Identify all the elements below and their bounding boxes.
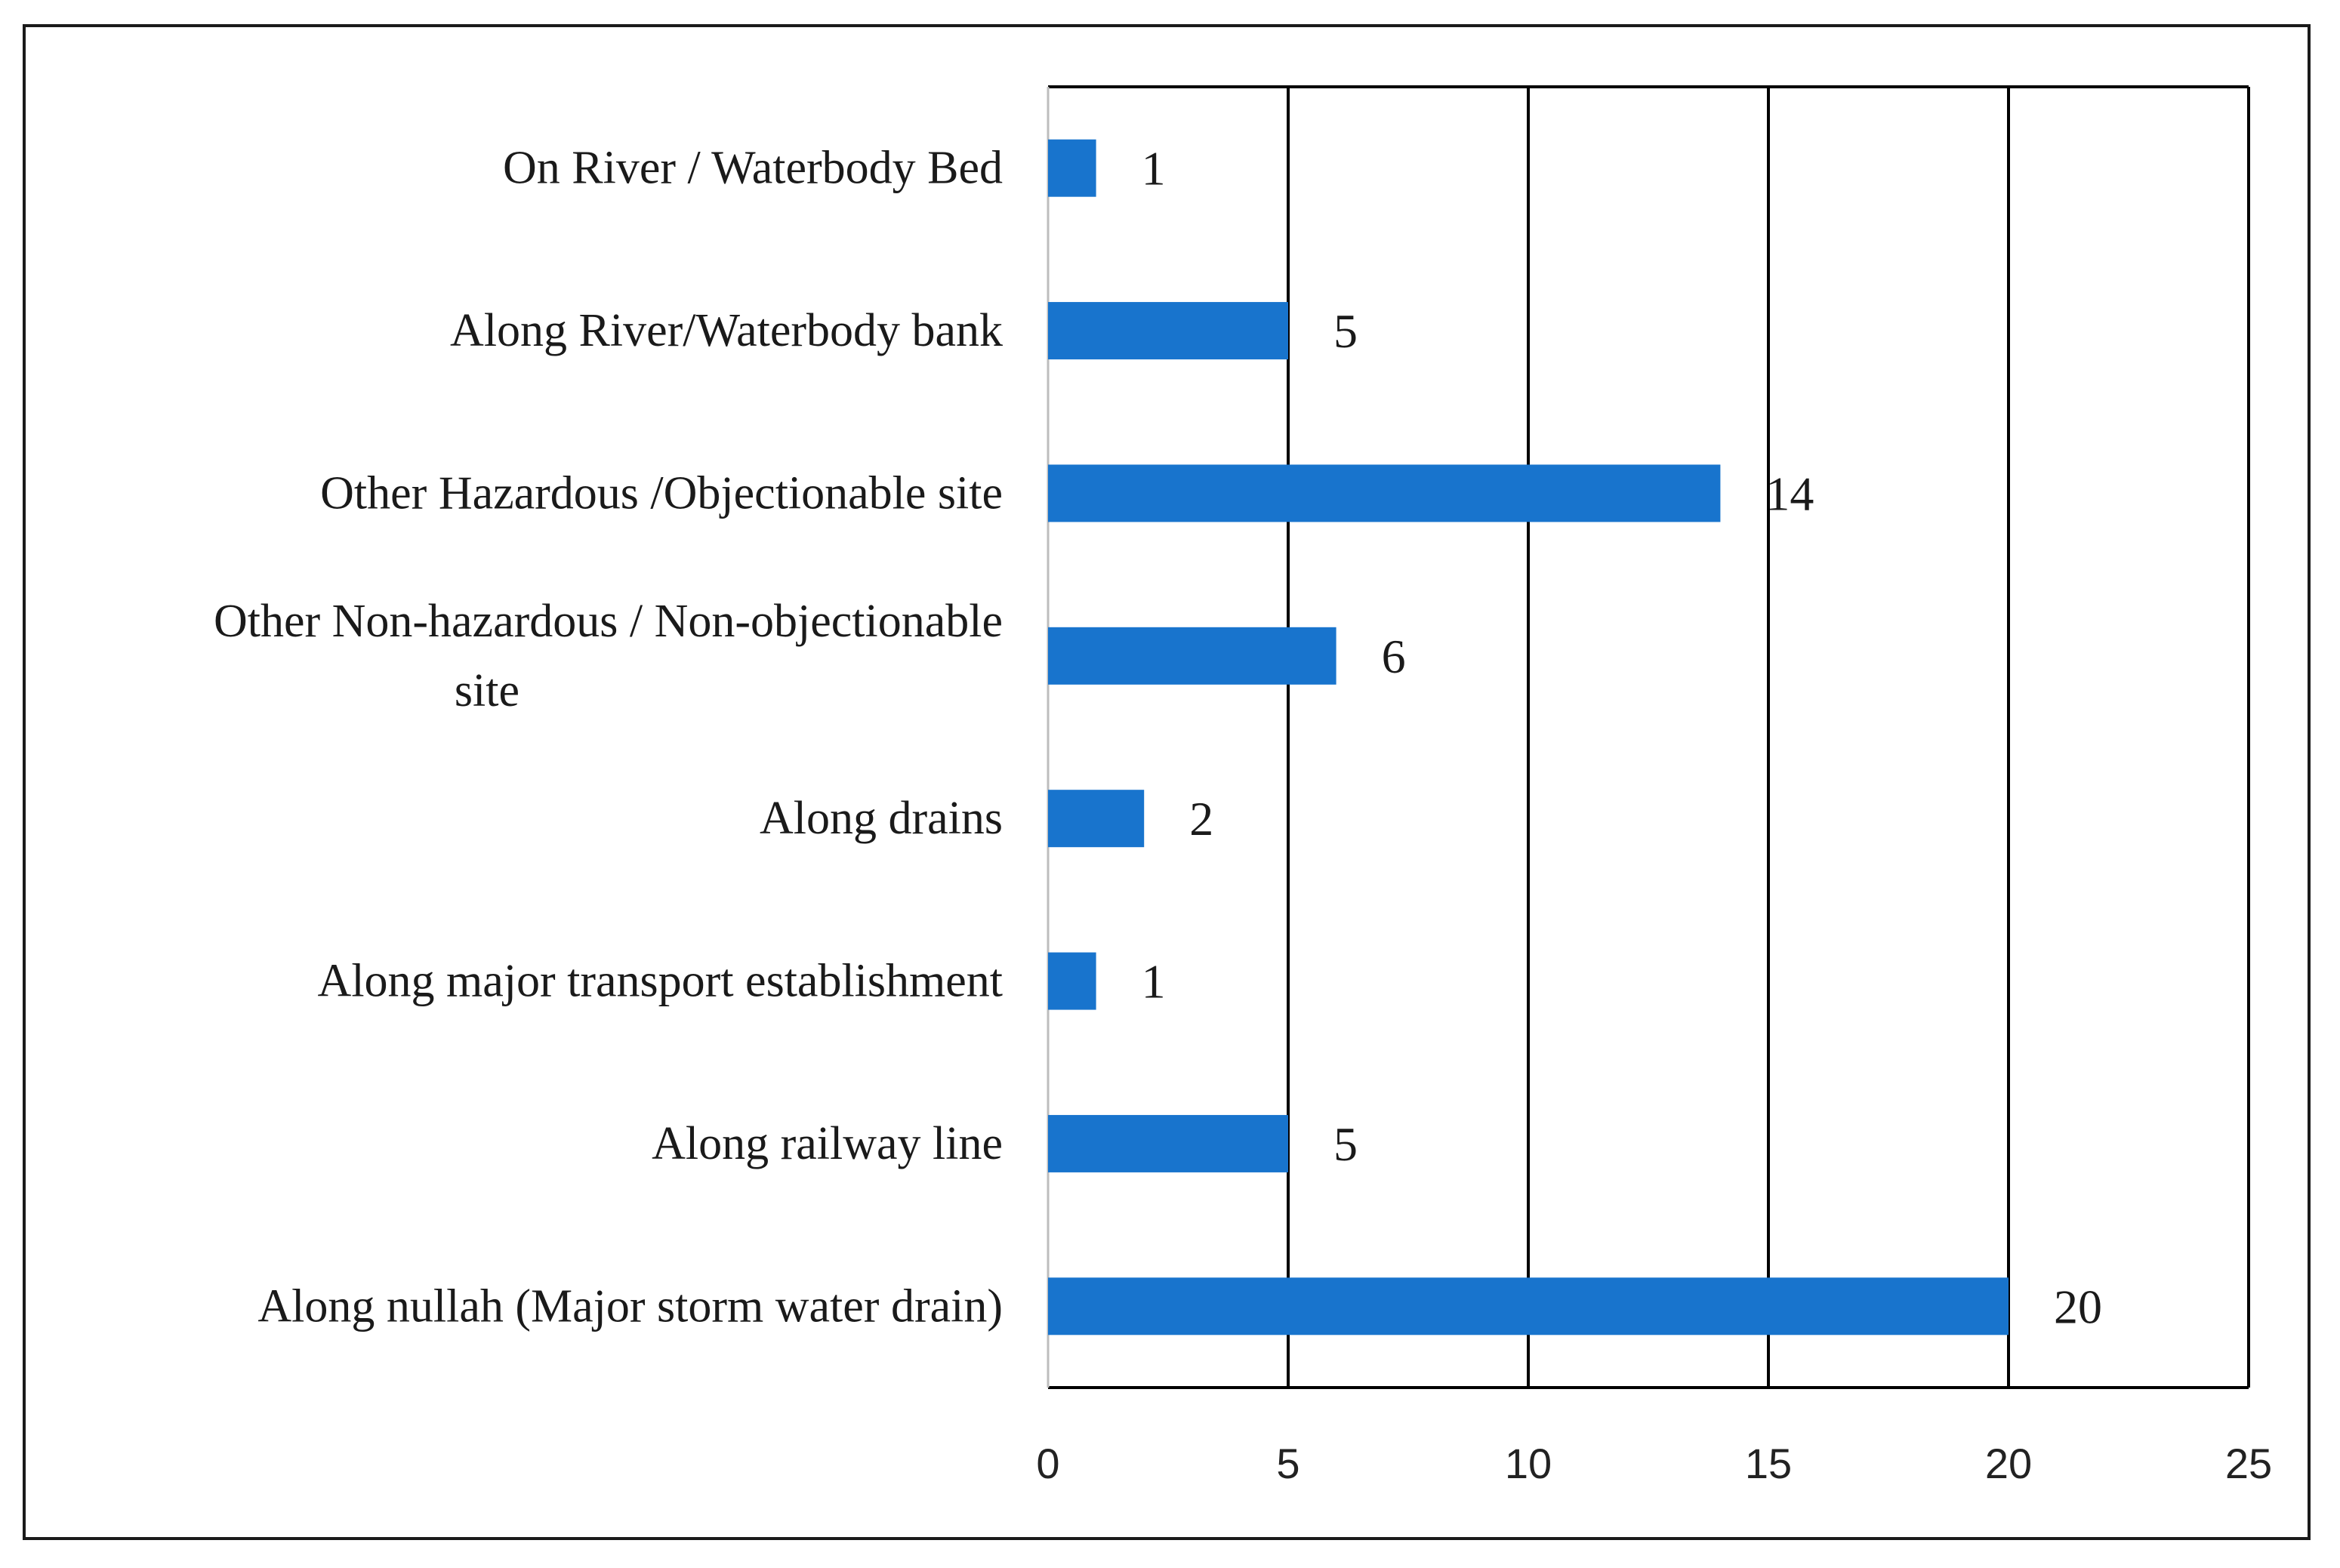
bar-5	[1048, 790, 1145, 848]
bar-6	[1048, 952, 1096, 1010]
x-axis-tick-labels: 0 5 10 15 20 25	[1036, 1440, 2272, 1487]
bar-4	[1048, 627, 1336, 685]
x-tick-label-15: 15	[1745, 1440, 1792, 1487]
data-label-4: 6	[1382, 630, 1406, 683]
category-labels: On River / Waterbody Bed Along River/Wate…	[214, 143, 1003, 1332]
data-label-5: 2	[1189, 792, 1213, 846]
category-label-1: On River / Waterbody Bed	[503, 143, 1003, 194]
category-label-2: Along River/Waterbody bank	[450, 305, 1003, 356]
category-label-line: Along major transport establishment	[318, 956, 1003, 1007]
category-label-4: Other Non-hazardous / Non-objectionable s…	[214, 596, 1003, 716]
category-label-3: Other Hazardous /Objectionable site	[320, 467, 1003, 519]
bar-7	[1048, 1114, 1288, 1172]
data-label-7: 5	[1333, 1117, 1358, 1171]
grid-lines	[1047, 85, 2250, 1389]
chart-frame	[23, 24, 2311, 1540]
bar-2	[1048, 302, 1288, 360]
data-label-1: 1	[1142, 142, 1166, 196]
x-tick-label-5: 5	[1276, 1440, 1299, 1487]
x-tick-label-20: 20	[1985, 1440, 2032, 1487]
category-label-line: Along railway line	[652, 1118, 1003, 1169]
category-label-line: site	[455, 665, 519, 716]
bar-3	[1048, 464, 1721, 522]
data-label-3: 14	[1765, 467, 1814, 520]
data-label-8: 20	[2054, 1280, 2102, 1333]
category-label-line: Along drains	[760, 793, 1003, 844]
x-tick-label-0: 0	[1036, 1440, 1059, 1487]
data-label-6: 1	[1142, 955, 1166, 1009]
data-label-2: 5	[1333, 304, 1358, 358]
x-tick-label-10: 10	[1505, 1440, 1552, 1487]
category-label-5: Along drains	[760, 793, 1003, 844]
category-label-6: Along major transport establishment	[318, 956, 1003, 1007]
category-label-7: Along railway line	[652, 1118, 1003, 1169]
bar-1	[1048, 139, 1096, 197]
x-tick-label-25: 25	[2225, 1440, 2272, 1487]
category-label-line: Other Hazardous /Objectionable site	[320, 467, 1003, 519]
category-label-line: Along nullah (Major storm water drain)	[257, 1280, 1003, 1332]
bar-8	[1048, 1277, 2009, 1335]
data-labels: 1 5 14 6 2 1 5 20	[1142, 142, 2102, 1334]
category-label-8: Along nullah (Major storm water drain)	[257, 1280, 1003, 1332]
category-label-line: On River / Waterbody Bed	[503, 143, 1003, 194]
bars	[1048, 139, 2009, 1335]
category-label-line: Other Non-hazardous / Non-objectionable	[214, 596, 1003, 647]
category-label-line: Along River/Waterbody bank	[450, 305, 1003, 356]
